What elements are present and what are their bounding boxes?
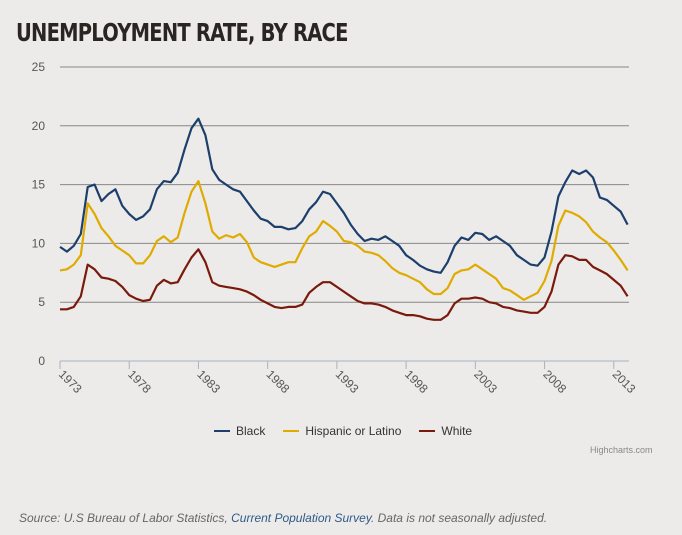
y-tick-label: 15 (32, 178, 46, 192)
source-note: Source: U.S Bureau of Labor Statistics, … (19, 511, 547, 525)
series-lines (59, 117, 629, 321)
x-tick-label: 1988 (264, 367, 293, 396)
source-suffix: . Data is not seasonally adjusted. (370, 511, 548, 525)
legend-item-hispanic[interactable]: Hispanic or Latino (283, 424, 401, 438)
legend: Black Hispanic or Latino White (214, 424, 472, 438)
legend-swatch-hispanic (283, 430, 300, 432)
x-tick-label: 1998 (402, 367, 431, 396)
legend-label: Hispanic or Latino (305, 424, 402, 438)
x-tick-label: 2013 (610, 367, 639, 396)
x-tick-label: 1973 (56, 367, 85, 396)
x-tick-label: 2008 (540, 367, 569, 396)
legend-label: Black (236, 424, 266, 438)
x-tick-label: 1983 (194, 367, 223, 396)
series-line-black (59, 117, 629, 274)
x-tick-label: 1993 (333, 367, 362, 396)
chart: 0 5 10 15 20 25 1973 1978 1983 1988 1993 1998 2003 2… (32, 60, 639, 396)
series-line-white (60, 248, 629, 321)
legend-item-white[interactable]: White (419, 424, 472, 438)
x-tick-label: 2003 (471, 367, 500, 396)
legend-label: White (441, 424, 473, 438)
legend-swatch-white (419, 430, 436, 432)
y-tick-label: 0 (38, 354, 45, 368)
y-axis-labels: 0 5 10 15 20 25 (32, 60, 46, 368)
series-line-hispanic-or-latino (59, 180, 629, 301)
source-prefix: Source: U.S Bureau of Labor Statistics, (19, 511, 232, 525)
legend-swatch-black (214, 430, 230, 432)
legend-item-black[interactable]: Black (214, 424, 265, 438)
x-tick-label: 1978 (125, 367, 154, 396)
x-axis: 1973 1978 1983 1988 1993 1998 2003 2008 2013 (56, 360, 639, 396)
y-tick-label: 10 (32, 236, 46, 250)
y-tick-label: 25 (32, 60, 46, 74)
gridlines (60, 66, 629, 303)
source-link[interactable]: Current Population Survey (231, 511, 371, 525)
highcharts-credits[interactable]: Highcharts.com (590, 445, 653, 455)
y-tick-label: 5 (38, 295, 45, 309)
y-tick-label: 20 (32, 119, 46, 133)
chart-title: UNEMPLOYMENT RATE, BY RACE (16, 18, 348, 47)
